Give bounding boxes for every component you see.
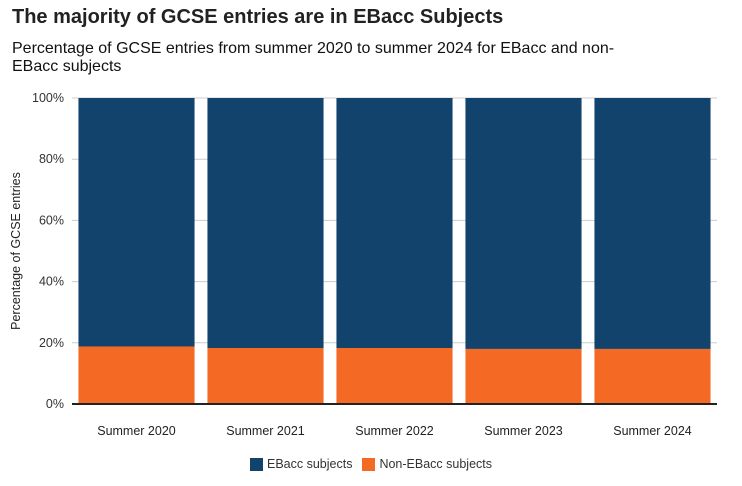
legend-item-ebacc: EBacc subjects	[249, 457, 353, 471]
bar-ebacc-subjects	[465, 98, 582, 349]
bar-non-ebacc-subjects	[594, 348, 711, 404]
chart-title: The majority of GCSE entries are in EBac…	[12, 6, 504, 28]
chart-subtitle: Percentage of GCSE entries from summer 2…	[12, 40, 615, 75]
x-tick-label: Summer 2024	[613, 424, 692, 438]
legend-swatch-ebacc	[249, 457, 263, 471]
legend-label-non-ebacc: Non-EBacc subjects	[379, 457, 493, 471]
bar-ebacc-subjects	[336, 98, 453, 349]
x-tick-label: Summer 2023	[484, 424, 563, 438]
bar-non-ebacc-subjects	[465, 348, 582, 404]
x-tick-label: Summer 2020	[97, 424, 176, 438]
y-axis-label: Percentage of GCSE entries	[9, 172, 23, 330]
bar-non-ebacc-subjects	[207, 348, 324, 404]
bar-ebacc-subjects	[594, 98, 711, 349]
y-tick-label: 60%	[39, 213, 64, 227]
y-tick-label: 100%	[32, 91, 64, 105]
bar-non-ebacc-subjects	[78, 346, 195, 404]
y-tick-label: 40%	[39, 275, 64, 289]
legend-item-non-ebacc: Non-EBacc subjects	[362, 457, 492, 471]
x-tick-label: Summer 2021	[226, 424, 305, 438]
y-tick-label: 0%	[46, 397, 64, 411]
bar-non-ebacc-subjects	[336, 348, 453, 404]
y-tick-label: 20%	[39, 336, 64, 350]
chart-legend: EBacc subjects Non-EBacc subjects	[0, 457, 742, 471]
x-tick-label: Summer 2022	[355, 424, 434, 438]
legend-label-ebacc: EBacc subjects	[266, 457, 353, 471]
bar-ebacc-subjects	[207, 98, 324, 349]
legend-swatch-non-ebacc	[362, 457, 376, 471]
y-tick-label: 80%	[39, 152, 64, 166]
bar-ebacc-subjects	[78, 98, 195, 347]
